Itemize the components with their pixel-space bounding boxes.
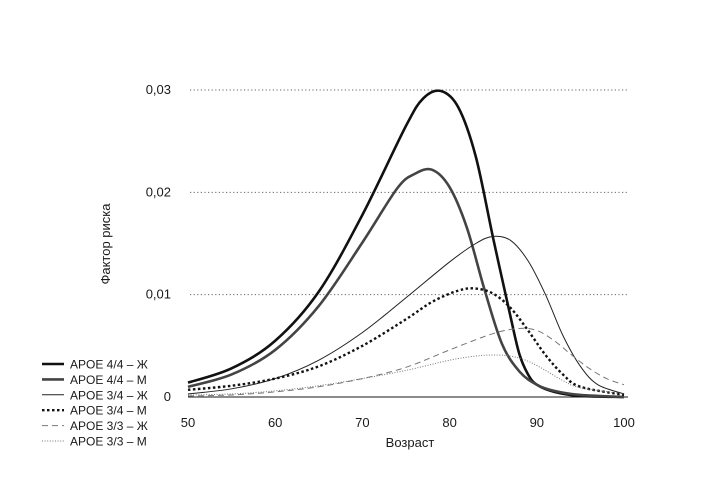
tick-labels: 0 0,01 0,02 0,03 50 60 70 80 90 100 <box>146 82 635 430</box>
series-line-5 <box>187 327 625 397</box>
x-tick-label: 100 <box>613 415 635 430</box>
x-tick-label: 80 <box>442 415 456 430</box>
series-lines <box>187 89 625 399</box>
x-tick-label: 70 <box>355 415 369 430</box>
x-tick-label: 90 <box>530 415 544 430</box>
y-tick-label: 0 <box>164 389 171 404</box>
y-axis-title: Фактор риска <box>98 203 113 285</box>
x-axis-title: Возраст <box>386 435 435 450</box>
y-tick-label: 0,01 <box>146 287 171 302</box>
grid-lines <box>190 89 628 296</box>
x-tick-label: 50 <box>181 415 195 430</box>
legend-label: APOE 3/3 – Ж <box>70 419 148 433</box>
series-line-1 <box>187 89 625 399</box>
legend-label: APOE 4/4 – Ж <box>70 358 148 372</box>
series-line-2 <box>187 167 625 399</box>
legend-label: APOE 3/4 – Ж <box>70 388 148 402</box>
legend-label: APOE 3/4 – М <box>70 404 147 418</box>
y-tick-label: 0,03 <box>146 82 171 97</box>
legend-label: APOE 4/4 – М <box>70 373 147 387</box>
series-line-6 <box>187 354 625 396</box>
series-line-4 <box>187 287 625 397</box>
series-line-3 <box>187 235 625 395</box>
y-tick-label: 0,02 <box>146 184 171 199</box>
legend-label: APOE 3/3 – М <box>70 435 147 449</box>
x-tick-label: 60 <box>268 415 282 430</box>
